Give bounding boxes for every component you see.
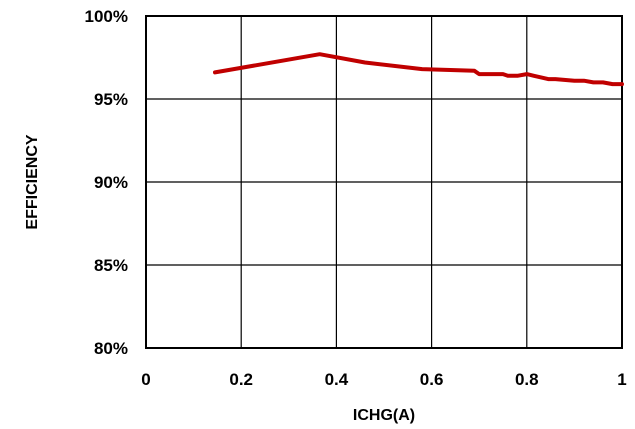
- x-axis-label: ICHG(A): [353, 407, 415, 424]
- y-tick-label: 100%: [85, 7, 128, 26]
- y-tick-labels: 80% 85% 90% 95% 100%: [85, 7, 128, 358]
- x-tick-label: 0.4: [325, 370, 349, 389]
- series-group: [213, 52, 624, 87]
- x-tick-label: 1: [617, 370, 626, 389]
- x-tick-label: 0.8: [515, 370, 539, 389]
- x-tick-label: 0.2: [229, 370, 253, 389]
- x-tick-label: 0.6: [420, 370, 444, 389]
- y-axis-label: EFFICIENCY: [24, 134, 41, 229]
- y-tick-label: 80%: [94, 339, 128, 358]
- plot-frame: [145, 15, 623, 349]
- efficiency-series-line: [213, 52, 624, 87]
- y-tick-label: 95%: [94, 90, 128, 109]
- x-tick-labels: 0 0.2 0.4 0.6 0.8 1: [141, 370, 626, 389]
- y-tick-label: 90%: [94, 173, 128, 192]
- x-tick-label: 0: [141, 370, 150, 389]
- y-tick-label: 85%: [94, 256, 128, 275]
